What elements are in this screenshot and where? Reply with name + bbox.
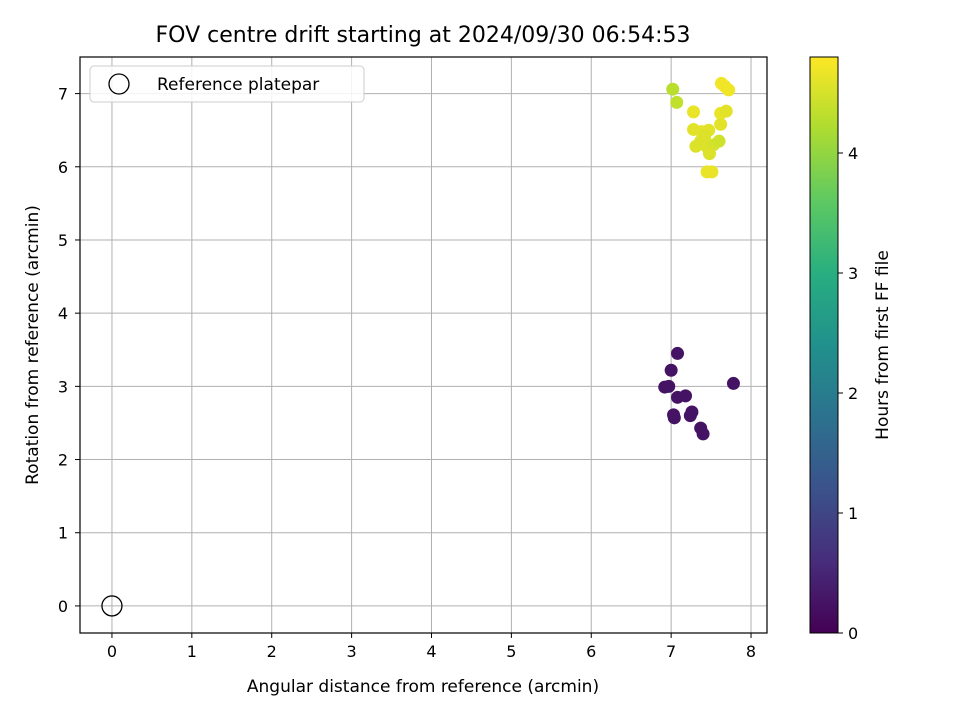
data-point — [714, 117, 728, 131]
colorbar-tick-label: 1 — [848, 504, 858, 523]
data-point — [671, 390, 685, 404]
data-points — [658, 76, 740, 441]
x-tick-label: 8 — [746, 642, 756, 661]
x-axis-label: Angular distance from reference (arcmin) — [247, 677, 599, 697]
x-tick-label: 2 — [267, 642, 277, 661]
x-tick-label: 6 — [586, 642, 596, 661]
data-point — [687, 105, 701, 119]
data-point — [664, 363, 678, 377]
x-tick-label: 1 — [187, 642, 197, 661]
y-tick-label: 1 — [58, 524, 68, 543]
x-tick-label: 4 — [426, 642, 436, 661]
y-axis-label: Rotation from reference (arcmin) — [23, 205, 43, 485]
y-tick-label: 6 — [58, 158, 68, 177]
x-axis-ticks: 0 1 2 3 4 5 6 7 8 — [107, 633, 756, 661]
data-point — [666, 82, 680, 96]
x-tick-label: 0 — [107, 642, 117, 661]
data-point — [712, 134, 726, 148]
colorbar — [809, 56, 839, 634]
plot-frame — [79, 56, 768, 634]
data-point — [671, 346, 685, 360]
data-point — [689, 139, 703, 153]
chart-title: FOV centre drift starting at 2024/09/30 … — [156, 23, 691, 48]
grid-lines — [80, 57, 767, 633]
legend-box — [89, 65, 365, 103]
y-tick-label: 7 — [58, 85, 68, 104]
data-point — [702, 147, 716, 161]
y-tick-label: 3 — [58, 377, 68, 396]
colorbar-tick-label: 2 — [848, 384, 858, 403]
data-point — [662, 379, 676, 393]
y-tick-label: 5 — [58, 231, 68, 250]
data-point — [683, 409, 697, 423]
legend-reference-icon — [108, 73, 130, 95]
data-point — [696, 427, 710, 441]
data-point — [719, 104, 733, 118]
x-tick-label: 7 — [666, 642, 676, 661]
y-tick-label: 0 — [58, 597, 68, 616]
data-point — [705, 165, 719, 179]
reference-marker — [101, 595, 123, 617]
data-point — [722, 83, 736, 97]
colorbar-tick-label: 4 — [848, 144, 858, 163]
colorbar-tick-label: 0 — [848, 624, 858, 643]
y-tick-label: 2 — [58, 451, 68, 470]
data-point — [670, 95, 684, 109]
colorbar-ticks: 0 1 2 3 4 — [838, 144, 858, 643]
x-tick-label: 5 — [506, 642, 516, 661]
reference-point — [101, 595, 123, 617]
legend: Reference platepar — [89, 65, 365, 103]
colorbar-tick-label: 3 — [848, 264, 858, 283]
y-tick-label: 4 — [58, 304, 68, 323]
colorbar-label: Hours from first FF file — [873, 250, 893, 440]
y-axis-ticks: 0 1 2 3 4 5 6 7 — [58, 85, 80, 616]
data-point — [667, 411, 681, 425]
data-point — [726, 376, 740, 390]
x-tick-label: 3 — [347, 642, 357, 661]
legend-entry-reference: Reference platepar — [157, 75, 319, 95]
